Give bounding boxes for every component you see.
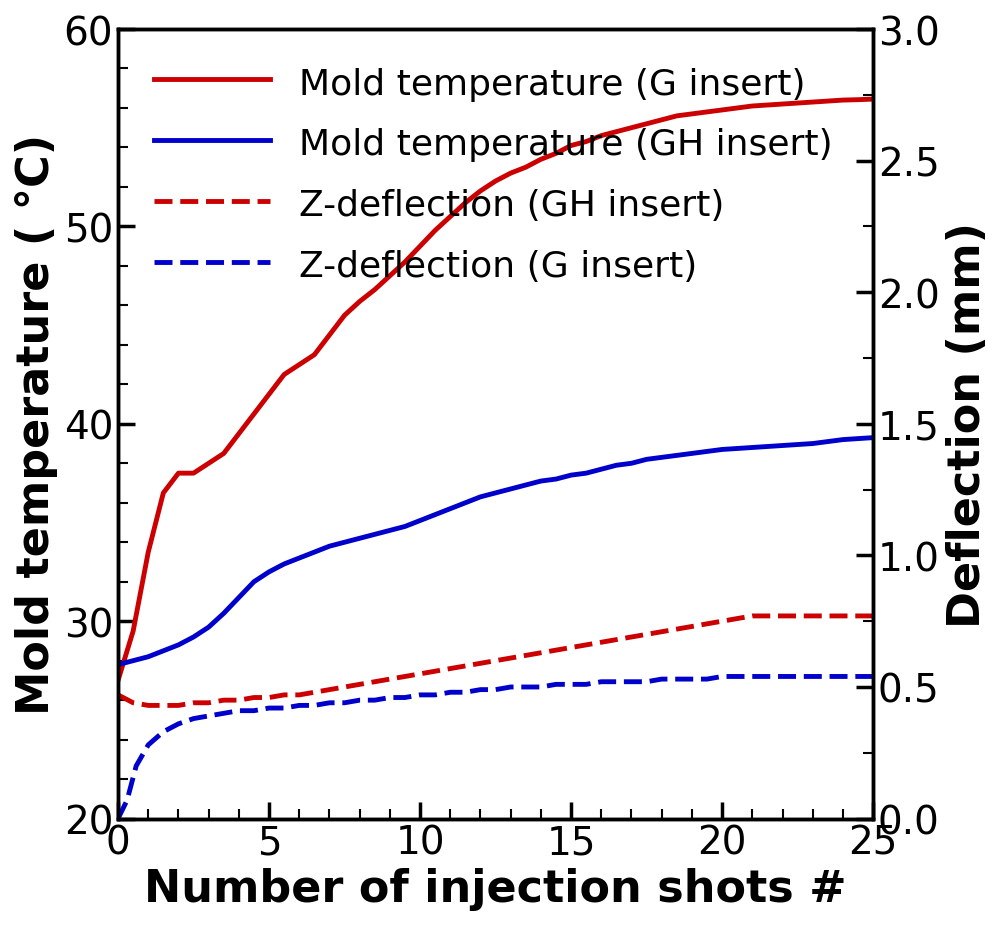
Z-deflection (GH insert) xyxy=(293,689,305,700)
Mold temperature (G insert) xyxy=(338,310,350,321)
X-axis label: Number of injection shots #: Number of injection shots # xyxy=(144,867,847,910)
Z-deflection (GH insert) xyxy=(353,679,365,690)
Mold temperature (G insert) xyxy=(112,675,124,686)
Mold temperature (GH insert) xyxy=(852,434,864,445)
Z-deflection (GH insert) xyxy=(746,610,758,622)
Z-deflection (GH insert) xyxy=(625,632,637,643)
Line: Mold temperature (GH insert): Mold temperature (GH insert) xyxy=(118,438,873,665)
Z-deflection (GH insert) xyxy=(368,676,380,687)
Mold temperature (GH insert) xyxy=(112,660,124,671)
Z-deflection (G insert) xyxy=(459,687,471,698)
Line: Mold temperature (G insert): Mold temperature (G insert) xyxy=(118,100,873,681)
Z-deflection (GH insert) xyxy=(112,689,124,700)
Z-deflection (G insert) xyxy=(157,726,170,737)
Z-deflection (G insert) xyxy=(565,679,577,690)
Mold temperature (GH insert) xyxy=(867,433,879,444)
Y-axis label: Deflection (mm): Deflection (mm) xyxy=(945,222,988,627)
Z-deflection (G insert) xyxy=(716,672,728,683)
Z-deflection (G insert) xyxy=(595,676,607,687)
Mold temperature (GH insert) xyxy=(338,537,350,549)
Line: Z-deflection (G insert): Z-deflection (G insert) xyxy=(118,677,873,819)
Z-deflection (GH insert) xyxy=(670,623,682,635)
Z-deflection (G insert) xyxy=(867,672,879,683)
Line: Z-deflection (GH insert): Z-deflection (GH insert) xyxy=(118,616,873,706)
Mold temperature (GH insert) xyxy=(353,533,365,544)
Mold temperature (GH insert) xyxy=(278,559,290,570)
Z-deflection (GH insert) xyxy=(142,700,154,711)
Z-deflection (G insert) xyxy=(368,695,380,706)
Y-axis label: Mold temperature ( °C): Mold temperature ( °C) xyxy=(15,134,58,715)
Z-deflection (G insert) xyxy=(112,813,124,824)
Mold temperature (G insert) xyxy=(278,369,290,380)
Z-deflection (GH insert) xyxy=(867,610,879,622)
Legend: Mold temperature (G insert), Mold temperature (GH insert), Z-deflection (GH inse: Mold temperature (G insert), Mold temper… xyxy=(136,48,850,302)
Mold temperature (G insert) xyxy=(867,94,879,105)
Mold temperature (G insert) xyxy=(655,115,667,126)
Mold temperature (GH insert) xyxy=(655,452,667,463)
Mold temperature (G insert) xyxy=(353,297,365,308)
Mold temperature (GH insert) xyxy=(610,461,622,472)
Mold temperature (G insert) xyxy=(852,95,864,106)
Mold temperature (G insert) xyxy=(610,127,622,138)
Z-deflection (GH insert) xyxy=(852,610,864,622)
Z-deflection (G insert) xyxy=(821,672,833,683)
